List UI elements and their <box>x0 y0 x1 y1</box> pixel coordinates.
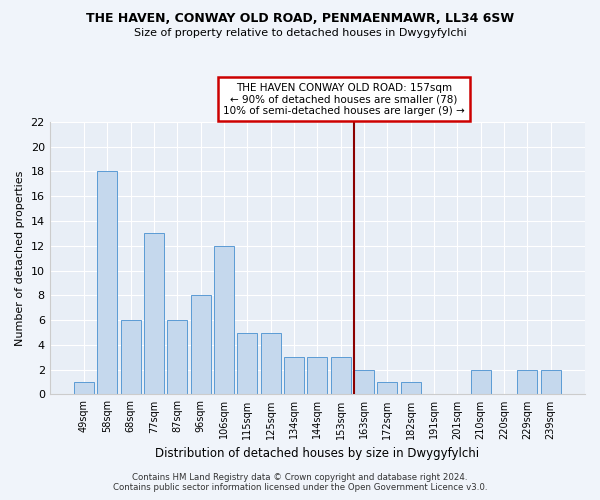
Bar <box>331 358 350 395</box>
Text: Size of property relative to detached houses in Dwygyfylchi: Size of property relative to detached ho… <box>134 28 466 38</box>
X-axis label: Distribution of detached houses by size in Dwygyfylchi: Distribution of detached houses by size … <box>155 447 479 460</box>
Bar <box>377 382 397 394</box>
Bar <box>401 382 421 394</box>
Bar <box>517 370 538 394</box>
Bar <box>191 296 211 394</box>
Text: Contains HM Land Registry data © Crown copyright and database right 2024.
Contai: Contains HM Land Registry data © Crown c… <box>113 473 487 492</box>
Y-axis label: Number of detached properties: Number of detached properties <box>15 170 25 346</box>
Bar <box>261 332 281 394</box>
Bar <box>74 382 94 394</box>
Bar <box>354 370 374 394</box>
Bar <box>97 172 117 394</box>
Bar <box>307 358 327 395</box>
Text: THE HAVEN CONWAY OLD ROAD: 157sqm
← 90% of detached houses are smaller (78)
10% : THE HAVEN CONWAY OLD ROAD: 157sqm ← 90% … <box>223 82 465 116</box>
Bar <box>238 332 257 394</box>
Text: THE HAVEN, CONWAY OLD ROAD, PENMAENMAWR, LL34 6SW: THE HAVEN, CONWAY OLD ROAD, PENMAENMAWR,… <box>86 12 514 26</box>
Bar <box>541 370 560 394</box>
Bar <box>121 320 140 394</box>
Bar <box>144 234 164 394</box>
Bar <box>284 358 304 395</box>
Bar <box>471 370 491 394</box>
Bar <box>214 246 234 394</box>
Bar <box>167 320 187 394</box>
